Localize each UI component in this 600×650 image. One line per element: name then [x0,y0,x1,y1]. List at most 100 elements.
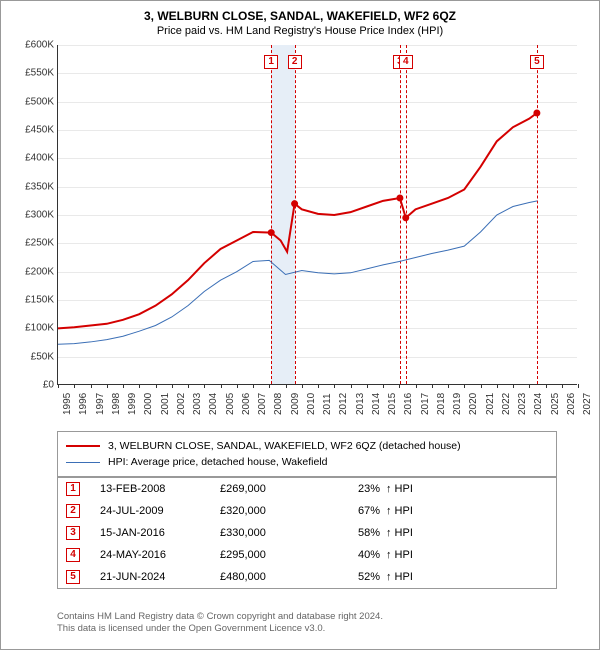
x-tick-label: 2026 [566,393,577,415]
event-marker-badge: 2 [288,55,302,69]
x-tick-label: 1999 [127,393,138,415]
y-tick-label: £400K [2,153,54,164]
footer-line-1: Contains HM Land Registry data © Crown c… [57,611,557,623]
x-tick-label: 2000 [143,393,154,415]
event-hpi-arrow: ↑ HPI [386,549,413,561]
sale-point [396,195,403,202]
x-tick-label: 2002 [176,393,187,415]
x-tick-label: 2023 [517,393,528,415]
x-tick-label: 2017 [420,393,431,415]
y-tick-label: £150K [2,295,54,306]
event-price: £320,000 [220,505,320,517]
x-tick-label: 1998 [111,393,122,415]
series-hpi [58,201,537,344]
y-tick-label: £450K [2,125,54,136]
y-tick-label: £50K [2,351,54,362]
x-tick-mark [578,384,579,388]
y-tick-label: £500K [2,96,54,107]
chart-frame: 3, WELBURN CLOSE, SANDAL, WAKEFIELD, WF2… [0,0,600,650]
event-date: 13-FEB-2008 [100,483,220,495]
event-hpi-pct: 58% [320,527,380,539]
event-marker-badge: 1 [264,55,278,69]
event-row: 4 24-MAY-2016£295,00040% ↑ HPI [58,544,556,566]
y-tick-label: £300K [2,210,54,221]
series-property [58,113,537,328]
event-row: 5 21-JUN-2024£480,00052% ↑ HPI [58,566,556,588]
event-date: 24-JUL-2009 [100,505,220,517]
x-tick-label: 2009 [290,393,301,415]
event-hpi-arrow: ↑ HPI [386,483,413,495]
event-hpi-pct: 40% [320,549,380,561]
event-hpi-pct: 23% [320,483,380,495]
event-row: 2 24-JUL-2009£320,00067% ↑ HPI [58,500,556,522]
x-tick-label: 2025 [550,393,561,415]
legend-swatch [66,445,100,447]
sale-point [291,200,298,207]
x-tick-label: 2013 [355,393,366,415]
x-tick-label: 2007 [257,393,268,415]
event-row: 3 15-JAN-2016£330,00058% ↑ HPI [58,522,556,544]
legend-label: HPI: Average price, detached house, Wake… [108,456,327,468]
event-hpi-arrow: ↑ HPI [386,505,413,517]
event-date: 24-MAY-2016 [100,549,220,561]
event-marker-badge: 5 [530,55,544,69]
sale-point [268,229,275,236]
x-tick-label: 2010 [306,393,317,415]
footer-line-2: This data is licensed under the Open Gov… [57,623,557,635]
event-hpi-pct: 67% [320,505,380,517]
event-marker-badge: 4 [399,55,413,69]
event-row: 113-FEB-2008£269,00023%↑ HPI [58,478,556,500]
x-tick-label: 2008 [273,393,284,415]
x-tick-label: 2027 [582,393,593,415]
sale-point [402,214,409,221]
y-tick-label: £350K [2,181,54,192]
legend-row: 3, WELBURN CLOSE, SANDAL, WAKEFIELD, WF2… [66,438,548,454]
event-hpi-arrow: ↑ HPI [386,571,413,583]
y-tick-label: £200K [2,266,54,277]
event-hpi-arrow: ↑ HPI [386,527,413,539]
event-date: 21-JUN-2024 [100,571,220,583]
y-tick-label: £550K [2,68,54,79]
y-tick-label: £100K [2,323,54,334]
event-price: £330,000 [220,527,320,539]
sale-point [533,110,540,117]
event-hpi-pct: 52% [320,571,380,583]
x-tick-label: 2011 [322,393,333,415]
x-tick-label: 2005 [225,393,236,415]
x-tick-label: 2003 [192,393,203,415]
event-number-badge: 2 [66,504,80,518]
event-number-badge: 3 [66,526,80,540]
x-tick-label: 2020 [468,393,479,415]
x-tick-label: 2001 [160,393,171,415]
chart-area: £0£50K£100K£150K£200K£250K£300K£350K£400… [57,45,577,385]
x-tick-label: 2016 [403,393,414,415]
footer-attribution: Contains HM Land Registry data © Crown c… [57,611,557,636]
x-tick-label: 2012 [338,393,349,415]
chart-title: 3, WELBURN CLOSE, SANDAL, WAKEFIELD, WF2… [1,1,599,23]
legend-swatch [66,462,100,463]
x-tick-label: 2006 [241,393,252,415]
plot-region: £0£50K£100K£150K£200K£250K£300K£350K£400… [57,45,577,385]
event-price: £295,000 [220,549,320,561]
x-tick-label: 2024 [533,393,544,415]
y-tick-label: £0 [2,380,54,391]
event-number-badge: 5 [66,570,80,584]
x-tick-label: 1997 [95,393,106,415]
event-number-badge: 4 [66,548,80,562]
x-tick-label: 1996 [78,393,89,415]
event-date: 15-JAN-2016 [100,527,220,539]
event-price: £480,000 [220,571,320,583]
x-tick-label: 2022 [501,393,512,415]
x-tick-label: 1995 [62,393,73,415]
events-table: 113-FEB-2008£269,00023%↑ HPI224-JUL-2009… [57,477,557,589]
x-tick-label: 2021 [485,393,496,415]
x-tick-label: 2004 [208,393,219,415]
x-tick-label: 2018 [436,393,447,415]
event-number-badge: 1 [66,482,80,496]
series-svg [58,45,578,385]
x-tick-label: 2019 [452,393,463,415]
chart-subtitle: Price paid vs. HM Land Registry's House … [1,23,599,37]
legend-label: 3, WELBURN CLOSE, SANDAL, WAKEFIELD, WF2… [108,440,461,452]
y-tick-label: £600K [2,40,54,51]
x-tick-label: 2015 [387,393,398,415]
